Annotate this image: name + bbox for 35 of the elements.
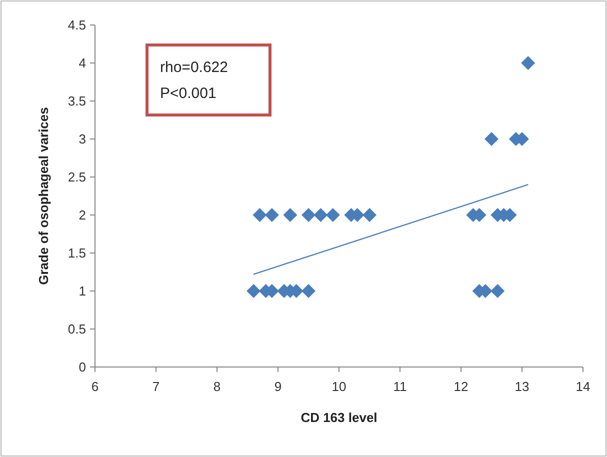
point xyxy=(246,284,261,298)
y-tick-label: 2.5 xyxy=(68,170,86,185)
note-box: rho=0.622 P<0.001 xyxy=(146,44,272,116)
y-tick-label: 0 xyxy=(78,360,86,375)
y-tick-label: 1.5 xyxy=(68,246,86,261)
x-axis-title: CD 163 level xyxy=(300,410,378,425)
y-tick-label: 3 xyxy=(78,132,86,147)
x-tick-label: 9 xyxy=(274,379,282,394)
point xyxy=(521,56,536,70)
x-tick-label: 12 xyxy=(454,379,468,394)
y-tick-label: 2 xyxy=(78,208,86,223)
y-tick-label: 0.5 xyxy=(68,322,86,337)
y-tick-label: 4 xyxy=(78,56,86,71)
point xyxy=(490,284,505,298)
point xyxy=(302,284,316,298)
y-tick-label: 3.5 xyxy=(68,94,86,109)
point xyxy=(283,208,298,222)
point xyxy=(362,208,376,222)
point xyxy=(252,208,267,222)
x-tick-label: 13 xyxy=(514,379,530,394)
point xyxy=(264,208,279,222)
x-tick-label: 7 xyxy=(152,379,160,394)
point xyxy=(326,208,340,222)
annotation: rho=0.622 P<0.001 xyxy=(160,59,228,102)
point xyxy=(484,132,498,146)
y-axis-title: Grade of osophageal varices xyxy=(36,107,51,285)
point xyxy=(302,208,316,222)
x-tick-label: 11 xyxy=(393,379,407,394)
y-tick-label: 4.5 xyxy=(68,18,86,33)
x-tick-label: 14 xyxy=(576,379,590,394)
x-tick-label: 10 xyxy=(332,379,346,394)
x-tick-label: 8 xyxy=(213,379,221,394)
x-tick-label: 6 xyxy=(91,379,99,394)
point xyxy=(314,208,328,222)
y-tick-label: 1 xyxy=(78,284,86,299)
